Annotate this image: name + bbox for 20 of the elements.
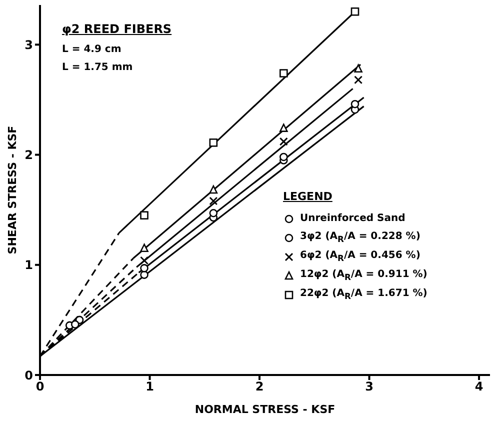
legend-label: 6φ2 (A$_{R}$/A = 0.456 %)	[300, 250, 420, 263]
x-tick-label: 0	[36, 380, 44, 394]
legend-label: 3φ2 (A$_{R}$/A = 0.228 %)	[300, 231, 420, 244]
text: φ2 REED FIBERS	[62, 22, 172, 36]
y-tick-label: 0	[24, 368, 33, 382]
x-tick-label: 3	[365, 380, 374, 394]
x-tick-label: 1	[146, 380, 154, 394]
legend-title: LEGEND	[283, 190, 334, 203]
y-tick-label: 2	[24, 148, 33, 162]
annotation: L = 4.9 cm	[62, 44, 122, 55]
legend-label: Unreinforced Sand	[300, 213, 406, 224]
annotation: L = 1.75 mm	[62, 62, 134, 73]
y-tick-label: 1	[24, 258, 33, 272]
y-tick-label: 3	[24, 38, 33, 52]
x-axis-title: NORMAL STRESS - KSF	[194, 403, 336, 416]
legend-label: 22φ2 (A$_{R}$/A = 1.671 %)	[300, 288, 428, 301]
x-tick-label: 4	[474, 380, 484, 394]
x-tick-label: 2	[255, 380, 264, 394]
y-axis-title: SHEAR STRESS - KSF	[6, 126, 19, 254]
legend-label: 12φ2 (A$_{R}$/A = 0.911 %)	[300, 269, 428, 282]
